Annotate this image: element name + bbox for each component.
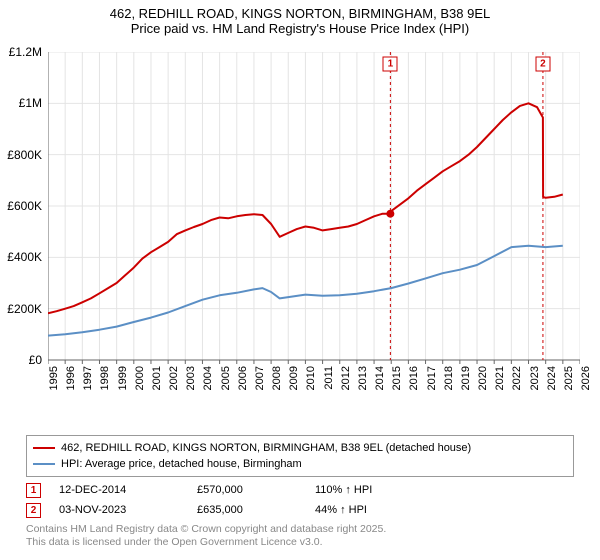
- title-line-1: 462, REDHILL ROAD, KINGS NORTON, BIRMING…: [10, 6, 590, 21]
- chart-marker-1: 1: [383, 57, 398, 72]
- legend-and-footer: 462, REDHILL ROAD, KINGS NORTON, BIRMING…: [26, 435, 574, 549]
- chart-marker-2: 2: [535, 57, 550, 72]
- sale-marker-1-icon: 1: [26, 483, 41, 498]
- sale-marker-2-icon: 2: [26, 503, 41, 518]
- legend-row-hpi: HPI: Average price, detached house, Birm…: [33, 456, 567, 472]
- sale-dots: [386, 210, 394, 218]
- y-tick-label: £1.2M: [0, 45, 42, 59]
- gridlines: [48, 52, 580, 360]
- sale-row-1: 1 12-DEC-2014 £570,000 110% ↑ HPI: [26, 480, 574, 500]
- sale-price-2: £635,000: [197, 504, 297, 516]
- legend-box: 462, REDHILL ROAD, KINGS NORTON, BIRMING…: [26, 435, 574, 477]
- legend-row-property: 462, REDHILL ROAD, KINGS NORTON, BIRMING…: [33, 440, 567, 456]
- legend-swatch-property: [33, 447, 55, 449]
- chart-title-block: 462, REDHILL ROAD, KINGS NORTON, BIRMING…: [0, 0, 600, 38]
- y-tick-label: £1M: [0, 96, 42, 110]
- chart-plot-area: £0£200K£400K£600K£800K£1M£1.2M 199519961…: [48, 52, 580, 382]
- sale-data-table: 1 12-DEC-2014 £570,000 110% ↑ HPI 2 03-N…: [26, 480, 574, 520]
- legend-label-hpi: HPI: Average price, detached house, Birm…: [61, 458, 302, 470]
- sale-date-2: 03-NOV-2023: [59, 504, 179, 516]
- attribution-line-1: Contains HM Land Registry data © Crown c…: [26, 523, 574, 536]
- attribution-line-2: This data is licensed under the Open Gov…: [26, 536, 574, 549]
- chart-container: 462, REDHILL ROAD, KINGS NORTON, BIRMING…: [0, 0, 600, 560]
- sale-row-2: 2 03-NOV-2023 £635,000 44% ↑ HPI: [26, 500, 574, 520]
- sale-date-1: 12-DEC-2014: [59, 484, 179, 496]
- legend-label-property: 462, REDHILL ROAD, KINGS NORTON, BIRMING…: [61, 442, 471, 454]
- axes: [48, 52, 580, 364]
- y-tick-label: £600K: [0, 199, 42, 213]
- y-tick-label: £400K: [0, 250, 42, 264]
- sale-hpi-2: 44% ↑ HPI: [315, 504, 415, 516]
- sale-hpi-1: 110% ↑ HPI: [315, 484, 415, 496]
- y-tick-label: £0: [0, 353, 42, 367]
- sale-price-1: £570,000: [197, 484, 297, 496]
- attribution-block: Contains HM Land Registry data © Crown c…: [26, 523, 574, 549]
- title-line-2: Price paid vs. HM Land Registry's House …: [10, 21, 590, 36]
- legend-swatch-hpi: [33, 463, 55, 465]
- y-tick-label: £200K: [0, 302, 42, 316]
- y-tick-label: £800K: [0, 148, 42, 162]
- chart-svg: [48, 52, 580, 400]
